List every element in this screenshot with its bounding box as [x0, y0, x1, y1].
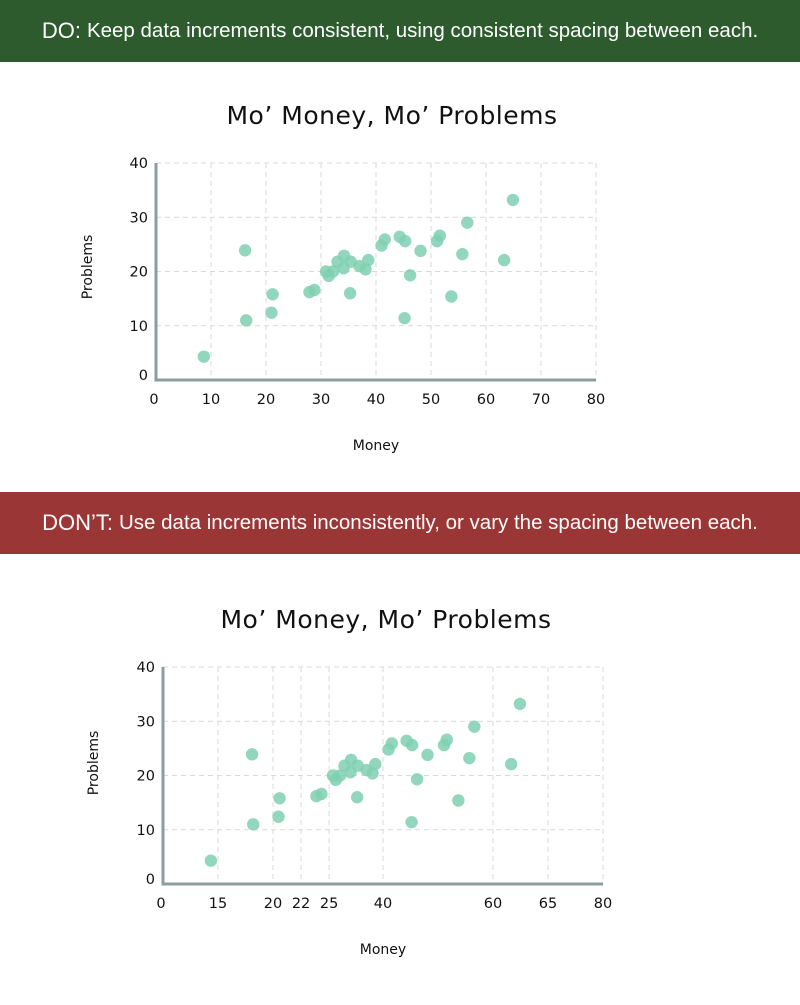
x-tick-label: 50 [422, 392, 440, 408]
scatter-point [405, 815, 418, 829]
scatter-point [362, 253, 375, 267]
scatter-point [468, 720, 481, 733]
scatter-point [506, 193, 520, 207]
axes [154, 163, 596, 382]
scatter-point [245, 748, 259, 761]
scatter-point [343, 287, 357, 300]
x-tick-label: 65 [539, 896, 557, 912]
y-axis-label: Problems [80, 235, 96, 300]
scatter-point [456, 247, 469, 261]
x-tick-label: 80 [594, 896, 612, 912]
y-tick-label: 30 [137, 714, 155, 730]
x-tick-label: 25 [320, 896, 338, 912]
y-tick-label: 0 [146, 872, 155, 888]
x-tick-labels: 0 15 20 22 25 40 60 65 80 [156, 896, 612, 912]
x-tick-label: 30 [312, 392, 330, 408]
scatter-point [272, 810, 285, 823]
x-tick-labels: 0 10 20 30 40 50 60 70 80 [149, 392, 605, 408]
x-tick-label: 15 [209, 896, 227, 912]
scatter-point [433, 229, 446, 242]
scatter-point [265, 306, 278, 319]
x-tick-label: 10 [202, 392, 220, 408]
data-points [197, 193, 520, 363]
scatter-point [315, 787, 328, 801]
scatter-point [452, 794, 465, 807]
scatter-point [403, 269, 417, 282]
x-tick-label: 0 [156, 896, 165, 912]
do-banner-lead: DO: [41, 18, 81, 43]
grid [156, 162, 597, 380]
scatter-point [405, 738, 419, 752]
x-tick-label: 60 [477, 392, 495, 408]
scatter-point [369, 757, 382, 771]
dont-banner: DON’T: Use data increments inconsistentl… [0, 492, 800, 554]
y-tick-label: 30 [130, 210, 148, 226]
do-banner: DO: Keep data increments consistent, usi… [0, 0, 800, 62]
scatter-point [204, 854, 218, 867]
scatter-point [440, 733, 453, 746]
x-tick-label: 70 [532, 392, 550, 408]
scatter-point [410, 773, 424, 786]
scatter-chart-consistent: Mo’ Money, Mo’ Problems 0 10 20 30 40 50 60 70 8… [80, 101, 605, 454]
y-tick-label: 20 [137, 769, 155, 785]
y-tick-label: 10 [130, 319, 148, 335]
scatter-point [445, 290, 458, 303]
y-axis-label: Problems [86, 731, 102, 796]
x-axis-label: Money [353, 438, 399, 454]
scatter-point [385, 737, 398, 750]
y-tick-label: 10 [137, 823, 155, 839]
scatter-point [273, 792, 286, 805]
dont-banner-text: Use data increments inconsistently, or v… [119, 511, 758, 534]
scatter-chart-inconsistent: Mo’ Money, Mo’ Problems 0 15 20 22 25 40 60 65 8… [86, 605, 612, 958]
grid [163, 666, 604, 884]
dont-banner-lead: DON’T: [42, 510, 113, 535]
y-tick-label: 0 [139, 368, 148, 384]
scatter-point [421, 748, 434, 762]
do-banner-text: Keep data increments consistent, using c… [86, 19, 759, 42]
chart-title: Mo’ Money, Mo’ Problems [226, 101, 557, 130]
scatter-point [266, 288, 279, 301]
x-tick-label: 60 [484, 896, 502, 912]
scatter-point [513, 697, 527, 711]
scatter-point [240, 314, 253, 327]
scatter-point [414, 244, 427, 258]
axes [161, 667, 603, 886]
scatter-point [504, 757, 518, 771]
x-tick-label: 22 [292, 896, 310, 912]
scatter-point [238, 244, 252, 257]
scatter-point [378, 233, 391, 246]
x-tick-label: 40 [374, 896, 392, 912]
scatter-point [398, 234, 412, 248]
scatter-point [350, 791, 364, 804]
scatter-point [398, 311, 411, 325]
x-tick-label: 20 [257, 392, 275, 408]
x-tick-label: 80 [587, 392, 605, 408]
x-tick-label: 40 [367, 392, 385, 408]
y-tick-labels: 0 10 20 30 40 [130, 156, 148, 384]
scatter-point [197, 350, 211, 363]
scatter-point [326, 265, 340, 278]
y-tick-label: 40 [130, 156, 148, 172]
scatter-point [247, 818, 260, 831]
x-tick-label: 0 [149, 392, 158, 408]
scatter-point [308, 283, 321, 297]
scatter-point [463, 751, 476, 765]
scatter-point [461, 216, 474, 229]
y-tick-label: 40 [137, 660, 155, 676]
data-points [204, 697, 527, 867]
y-tick-label: 20 [130, 265, 148, 281]
chart-title: Mo’ Money, Mo’ Problems [220, 605, 551, 634]
scatter-point [497, 253, 511, 267]
scatter-point [333, 769, 347, 782]
x-axis-label: Money [360, 942, 406, 958]
x-tick-label: 20 [264, 896, 282, 912]
y-tick-labels: 0 10 20 30 40 [137, 660, 155, 888]
